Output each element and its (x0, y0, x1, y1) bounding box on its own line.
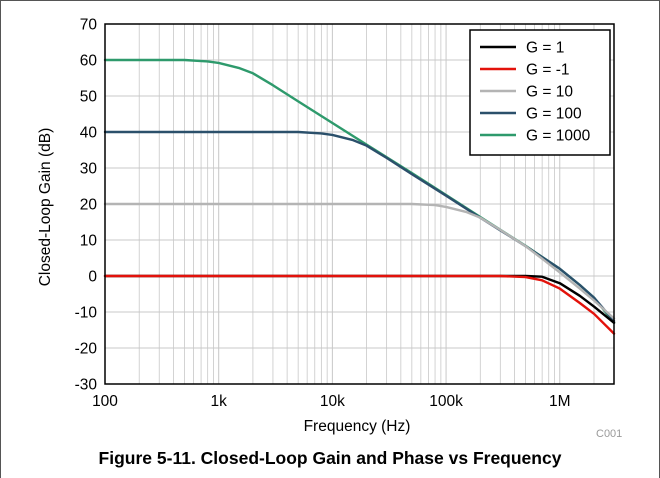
series-line-g-1 (103, 274, 616, 335)
y-tick-label: 50 (80, 89, 98, 106)
y-tick-label: -30 (75, 377, 98, 394)
series-line-g10 (103, 202, 616, 320)
chart-legend: G = 1 G = -1 G = 10 G = 100 G = 1000 (469, 29, 611, 156)
series-layer (103, 58, 616, 335)
legend-label: G = 10 (526, 84, 573, 101)
y-tick-label: 40 (80, 125, 98, 142)
series-line-g1 (103, 274, 616, 324)
y-tick-label: 30 (80, 161, 98, 178)
figure-code: C001 (596, 428, 623, 440)
y-tick-label: 70 (80, 17, 98, 34)
legend-label: G = 1 (526, 40, 564, 57)
y-axis-label: Closed-Loop Gain (dB) (37, 128, 54, 287)
x-tick-label: 1k (211, 393, 228, 410)
figure-caption: Figure 5-11. Closed-Loop Gain and Phase … (98, 448, 562, 468)
y-tick-label: -20 (75, 341, 98, 358)
y-tick-label: 60 (80, 53, 98, 70)
x-axis-label: Frequency (Hz) (304, 418, 411, 435)
y-tick-label: 10 (80, 233, 98, 250)
legend-label: G = 100 (526, 106, 582, 123)
series-line-g100 (103, 130, 616, 323)
x-tick-label: 100k (429, 393, 463, 410)
x-tick-label: 1M (549, 393, 571, 410)
x-tick-label: 10k (320, 393, 345, 410)
legend-label: G = -1 (526, 62, 570, 79)
y-tick-label: 0 (88, 269, 97, 286)
y-tick-label: -10 (75, 305, 98, 322)
y-tick-label: 20 (80, 197, 98, 214)
plot-border (104, 23, 615, 385)
legend-label: G = 1000 (526, 128, 591, 145)
x-tick-label: 100 (92, 393, 118, 410)
